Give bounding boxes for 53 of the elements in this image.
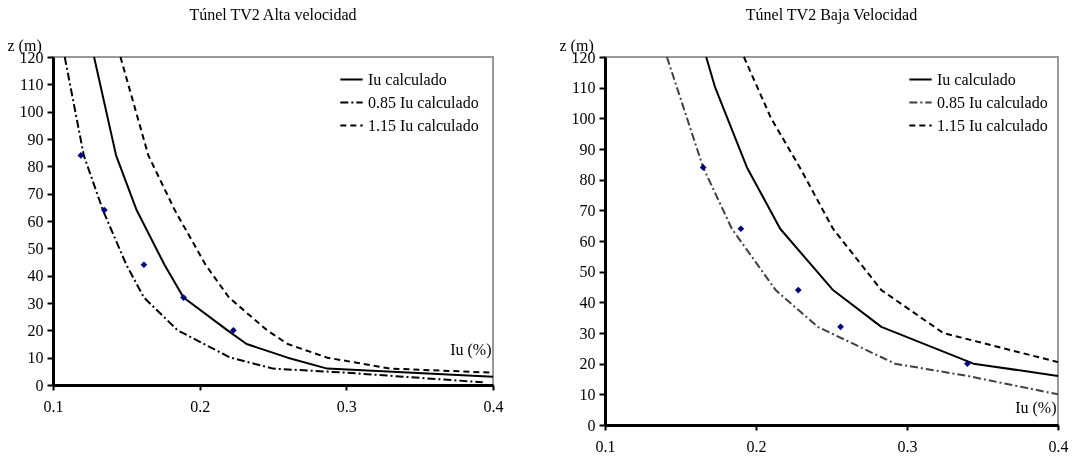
y-tick-label: 60	[27, 212, 44, 230]
x-axis-title: Iu (%)	[1015, 398, 1057, 417]
y-tick-label: 20	[27, 321, 44, 339]
y-tick-label: 50	[27, 239, 44, 257]
legend-label: 1.15 Iu calculado	[937, 116, 1048, 134]
y-tick-label: 110	[20, 75, 44, 93]
y-tick-label: 30	[27, 294, 44, 312]
y-tick-label: 90	[579, 140, 596, 158]
x-tick-label: 0.4	[483, 397, 504, 415]
x-tick-label: 0.2	[190, 397, 211, 415]
y-tick-label: 100	[19, 103, 44, 121]
y-tick-label: 110	[572, 79, 596, 97]
y-tick-label: 90	[27, 130, 44, 148]
legend-label: 0.85 Iu calculado	[368, 93, 479, 111]
x-tick-label: 0.1	[595, 437, 616, 455]
y-tick-label: 70	[579, 201, 596, 219]
line-series	[665, 56, 1059, 396]
y-tick-label: 0	[35, 376, 44, 394]
point	[140, 261, 148, 269]
y-tick-label: 0	[587, 416, 596, 434]
x-tick-label: 0.4	[1048, 437, 1069, 455]
y-tick-label: 10	[27, 349, 44, 367]
x-tick-label: 0.3	[336, 397, 357, 415]
point	[100, 206, 108, 214]
y-tick-label: 80	[27, 157, 44, 175]
y-tick-label: 40	[579, 293, 596, 311]
legend-label: Iu calculado	[368, 70, 447, 88]
y-tick-label: 20	[579, 355, 596, 373]
y-tick-label: 100	[571, 109, 596, 127]
point	[737, 225, 745, 233]
x-tick-label: 0.1	[43, 397, 64, 415]
x-tick-label: 0.2	[746, 437, 767, 455]
legend-label: 0.85 Iu calculado	[937, 93, 1048, 111]
point	[230, 326, 237, 334]
y-tick-label: 80	[579, 171, 596, 189]
point	[699, 164, 707, 171]
chart-title: Túnel TV2 Alta velocidad	[189, 6, 357, 23]
y-tick-label: 10	[579, 385, 596, 403]
y-tick-label: 30	[579, 324, 596, 342]
point	[837, 323, 844, 331]
y-tick-label: 40	[27, 267, 44, 285]
x-axis-title: Iu (%)	[450, 340, 492, 359]
point	[964, 360, 971, 368]
point	[794, 286, 802, 294]
y-tick-label: 70	[27, 185, 44, 203]
chart-title: Túnel TV2 Baja Velocidad	[745, 6, 918, 24]
x-tick-label: 0.3	[897, 437, 918, 455]
legend-label: 1.15 Iu calculado	[368, 116, 479, 134]
point	[180, 294, 187, 301]
y-tick-label: 50	[579, 263, 596, 281]
legend-label: Iu calculado	[937, 70, 1016, 88]
y-tick-label: 60	[579, 232, 596, 250]
point	[77, 152, 85, 159]
